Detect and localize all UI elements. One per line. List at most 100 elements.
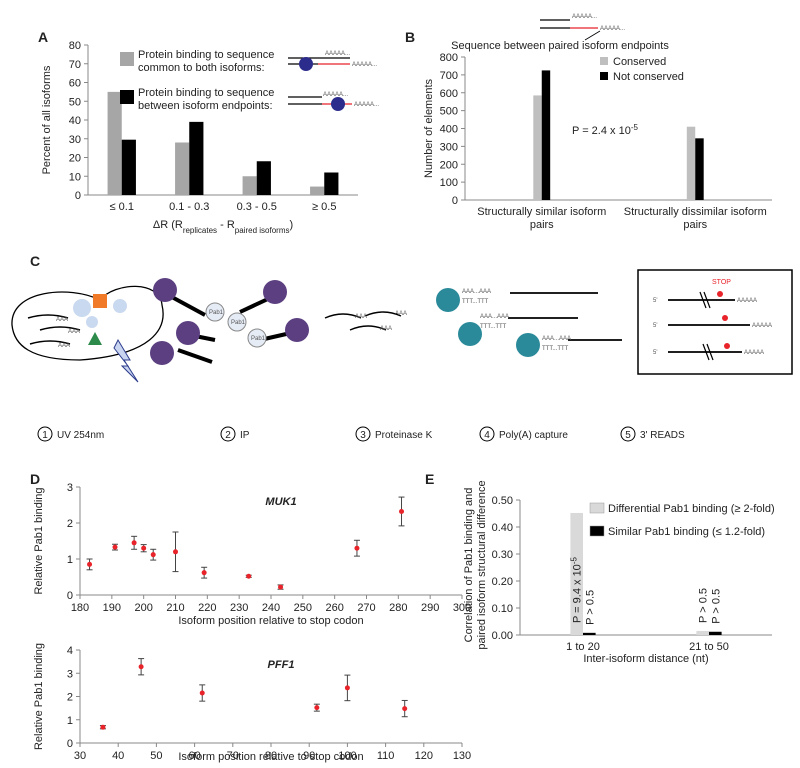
- y-tick-label: 20: [69, 153, 81, 165]
- title-schematic: [540, 19, 601, 41]
- lightning: [113, 338, 139, 383]
- point: [100, 724, 106, 730]
- chart-title: MUK1: [265, 496, 296, 508]
- x-axis-label: ΔR (Rreplicates - Rpaired isoforms): [153, 219, 293, 235]
- y-axis-label: Correlation of Pab1 binding and paired i…: [463, 480, 488, 650]
- legend-label: Protein binding to sequence common to bo…: [138, 49, 275, 74]
- step-label: 3' READS: [640, 430, 685, 441]
- bar: [709, 631, 722, 635]
- step-number: 4: [484, 430, 490, 441]
- x-tick-label: 280: [389, 602, 407, 614]
- y-tick-label: 100: [440, 177, 458, 189]
- point: [314, 705, 320, 711]
- panel-label: C: [30, 253, 40, 269]
- diagram-label: AAA: [380, 326, 392, 332]
- annotation-part: -5: [569, 557, 578, 565]
- step-number: 5: [625, 430, 631, 441]
- x-tick-label: 190: [103, 602, 121, 614]
- step-number: 1: [42, 430, 48, 441]
- x-tick-label: Structurally similar isoform pairs: [477, 206, 607, 231]
- x-tick-label: 0.3 - 0.5: [237, 201, 277, 213]
- bar: [696, 630, 709, 635]
- annotation: P > 0.5: [584, 590, 596, 625]
- polya-label: AAAAA: [737, 298, 757, 304]
- panel-label: E: [425, 471, 434, 487]
- point: [402, 706, 408, 712]
- y-tick-label: 0: [67, 590, 73, 602]
- y-tick-label: 0.30: [492, 549, 513, 561]
- polya-label: AAAAA: [752, 323, 772, 329]
- step-label: Poly(A) capture: [499, 430, 568, 441]
- y-tick-label: 50: [69, 96, 81, 108]
- y-tick-label: 60: [69, 78, 81, 90]
- point: [87, 561, 93, 567]
- legend-swatch: [120, 90, 134, 104]
- bar: [541, 70, 551, 200]
- five-prime: 5': [653, 298, 657, 304]
- polya-label: AAAAA...: [572, 14, 597, 20]
- annotation: P > 0.5: [710, 589, 722, 624]
- x-axis-label-part: paired isoforms: [235, 226, 290, 235]
- x-tick-label: 1 to 20: [566, 641, 600, 653]
- x-tick-label: ≥ 0.5: [312, 201, 336, 213]
- diagram-label: TTT...TTT: [542, 346, 569, 352]
- y-tick-label: 0.50: [492, 495, 513, 507]
- diagram-label: AAA: [395, 311, 407, 317]
- bar: [121, 139, 136, 195]
- y-axis-label: Number of elements: [423, 78, 435, 178]
- y-tick-label: 0.20: [492, 576, 513, 588]
- diagram-label: AAA...AAA: [480, 314, 509, 320]
- y-tick-label: 40: [69, 115, 81, 127]
- step-number: 3: [360, 430, 366, 441]
- x-tick-label: 110: [377, 750, 395, 762]
- x-tick-label: Structurally dissimilar isoform pairs: [623, 206, 767, 231]
- y-tick-label: 0.40: [492, 522, 513, 534]
- y-axis-label: Relative Pab1 binding: [33, 643, 45, 750]
- polya-label: AAAAA: [744, 350, 764, 356]
- panel-label: B: [405, 29, 415, 45]
- five-prime: 5': [653, 323, 657, 329]
- legend-label: Protein binding to sequence between isof…: [138, 87, 274, 112]
- point: [399, 508, 405, 514]
- diagram-label: AAA: [58, 343, 70, 349]
- point: [173, 549, 178, 555]
- protein: [88, 332, 102, 345]
- y-tick-label: 400: [440, 124, 458, 136]
- step-label: UV 254nm: [57, 430, 104, 441]
- x-tick-label: 80: [265, 750, 277, 762]
- x-axis-label: Inter-isoform distance (nt): [583, 653, 708, 665]
- legend-swatch: [589, 525, 605, 537]
- diagram-label: TTT...TTT: [480, 324, 507, 330]
- x-tick-label: 120: [415, 750, 433, 762]
- legend-label: Differential Pab1 binding (≥ 2-fold): [608, 503, 775, 515]
- legend-swatch: [589, 502, 605, 514]
- diagram-label: AAA: [68, 329, 80, 335]
- y-tick-label: 0: [67, 738, 73, 750]
- bar: [583, 632, 596, 635]
- x-tick-label: 260: [325, 602, 343, 614]
- y-axis-label: Correlation of Pab1 binding and paired i…: [463, 480, 488, 650]
- y-tick-label: 30: [69, 134, 81, 146]
- x-tick-label: 50: [150, 750, 162, 762]
- protein: [93, 294, 107, 308]
- x-tick-label: 240: [262, 602, 280, 614]
- y-tick-label: 1: [67, 715, 73, 727]
- y-tick-label: 10: [69, 171, 81, 183]
- x-tick-label: 230: [230, 602, 248, 614]
- annotation-part: P > 0.5: [710, 589, 722, 624]
- x-tick-label: 250: [294, 602, 312, 614]
- annotation: P > 0.5: [698, 588, 710, 623]
- diagram-label: Pab1: [209, 310, 224, 316]
- y-tick-label: 2: [67, 692, 73, 704]
- annotation-part: -5: [631, 123, 639, 132]
- point: [112, 544, 118, 550]
- polya-label: AAAAA...: [600, 26, 625, 32]
- y-tick-label: 600: [440, 88, 458, 100]
- annotation-part: P = 9.4 x 10: [572, 564, 584, 623]
- y-tick-label: 0.00: [492, 630, 513, 642]
- bar: [324, 172, 339, 195]
- bar: [695, 138, 704, 200]
- point: [246, 573, 252, 579]
- x-tick-label: 220: [198, 602, 216, 614]
